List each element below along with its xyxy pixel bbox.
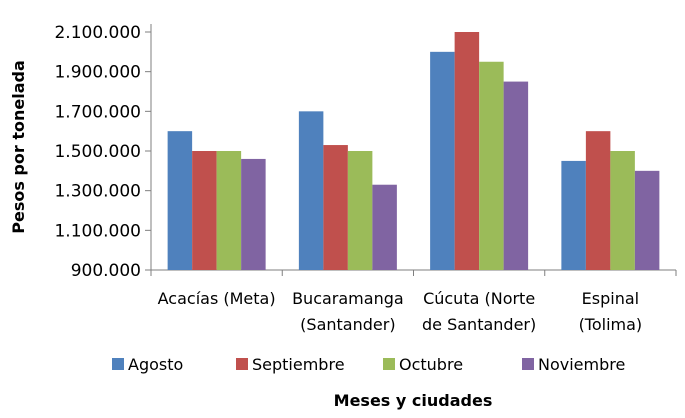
bar-noviembre-1 (372, 184, 397, 270)
bar-octubre-1 (347, 151, 373, 270)
legend-swatch-noviembre (522, 358, 534, 370)
bar-agosto-3 (561, 160, 586, 270)
x-category-label: Acacías (Meta) (158, 289, 276, 308)
bar-agosto-1 (298, 111, 324, 270)
bar-septiembre-1 (323, 145, 348, 270)
legend-swatch-octubre (383, 358, 395, 370)
x-axis-title: Meses y ciudades (334, 391, 493, 410)
x-category-label: Cúcuta (Norte (423, 289, 535, 308)
bar-agosto-2 (430, 51, 455, 271)
bar-octubre-2 (479, 61, 504, 270)
y-axis-title: Pesos por tonelada (9, 60, 28, 234)
legend-label-agosto: Agosto (128, 355, 183, 374)
y-tick-label: 1.300.000 (54, 182, 141, 202)
x-category-label: (Santander) (300, 315, 395, 334)
bar-noviembre-2 (503, 81, 529, 270)
legend-label-septiembre: Septiembre (252, 355, 345, 374)
bar-noviembre-3 (634, 170, 660, 270)
bar-agosto-0 (167, 131, 193, 270)
x-category-label: de Santander) (422, 315, 536, 334)
bar-octubre-3 (610, 151, 635, 270)
x-category-label: Bucaramanga (292, 289, 404, 308)
legend-label-octubre: Octubre (399, 355, 463, 374)
y-tick-label: 1.100.000 (54, 221, 141, 241)
y-axis-ticks: 900.000 1.100.000 1.300.000 1.500.000 1.700.… (54, 23, 151, 281)
y-tick-label: 2.100.000 (54, 23, 141, 43)
bar-noviembre-0 (241, 158, 266, 270)
bar-octubre-0 (216, 151, 242, 270)
bar-septiembre-2 (454, 32, 480, 270)
legend-swatch-agosto (112, 358, 124, 370)
bars (167, 32, 660, 271)
x-category-label: Espinal (582, 289, 639, 308)
bar-septiembre-3 (585, 131, 611, 270)
y-tick-label: 1.500.000 (54, 142, 141, 162)
x-category-label: (Tolima) (579, 315, 643, 334)
y-tick-label: 900.000 (71, 261, 141, 281)
legend-swatch-septiembre (236, 358, 248, 370)
legend: Agosto Septiembre Octubre Noviembre (112, 355, 625, 374)
legend-label-noviembre: Noviembre (538, 355, 625, 374)
y-tick-label: 1.700.000 (54, 102, 141, 122)
y-tick-label: 1.900.000 (54, 63, 141, 83)
bar-septiembre-0 (192, 151, 217, 270)
x-axis-category-labels: Acacías (Meta) Bucaramanga (Santander) Cúcu… (150, 270, 677, 334)
